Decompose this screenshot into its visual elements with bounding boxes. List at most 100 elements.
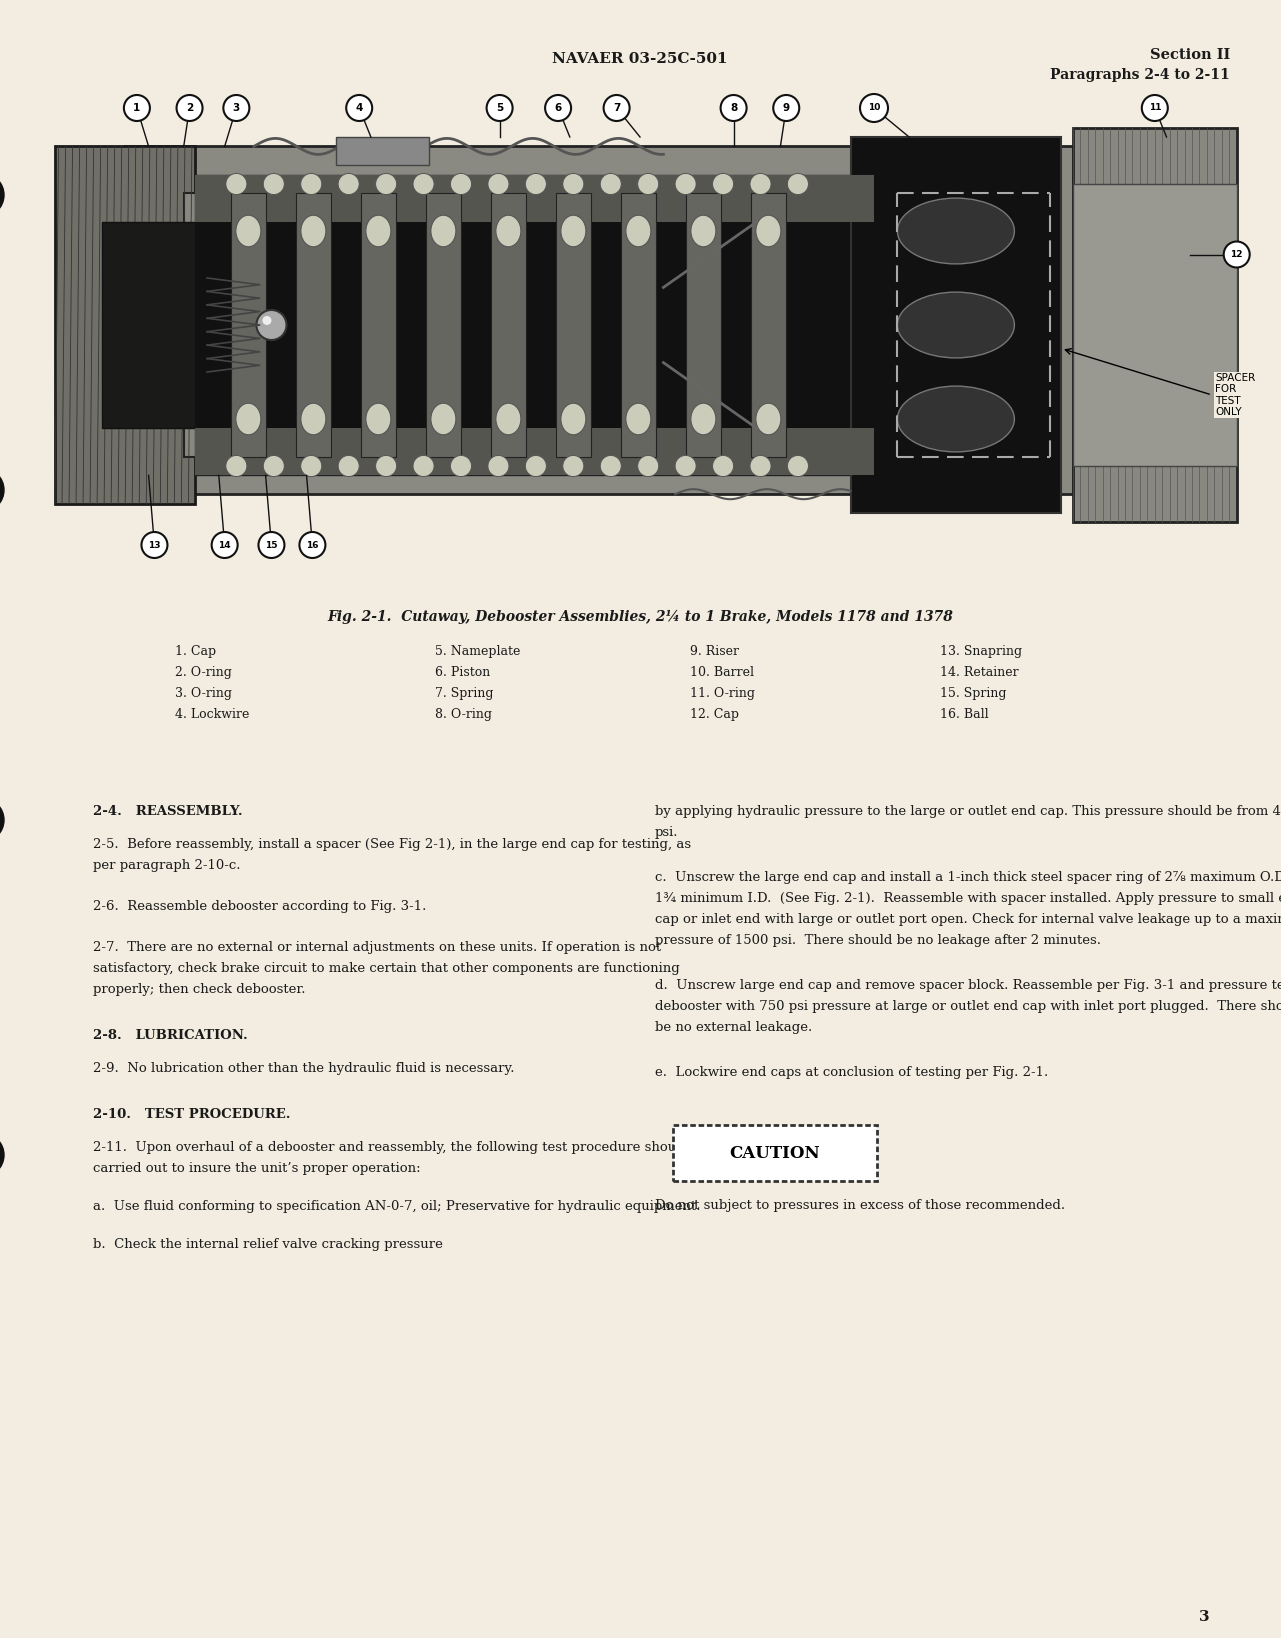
Ellipse shape [898,387,1015,452]
Ellipse shape [690,403,716,434]
Text: CAUTION: CAUTION [730,1145,820,1161]
Bar [425,193,461,457]
FancyBboxPatch shape [126,146,1073,495]
Text: 1: 1 [133,103,141,113]
Text: e.  Lockwire end caps at conclusion of testing per Fig. 2-1.: e. Lockwire end caps at conclusion of te… [655,1066,1048,1079]
Bar [620,193,656,457]
Text: per paragraph 2-10-c.: per paragraph 2-10-c. [94,858,241,871]
Circle shape [346,95,373,121]
Ellipse shape [488,174,509,195]
Text: d.  Unscrew large end cap and remove spacer block. Reassemble per Fig. 3-1 and p: d. Unscrew large end cap and remove spac… [655,980,1281,993]
Circle shape [0,468,4,513]
Text: 11: 11 [1149,103,1161,113]
Bar [55,90,1225,560]
Circle shape [211,532,238,559]
Text: 9: 9 [783,103,790,113]
FancyBboxPatch shape [101,221,196,429]
Text: psi.: psi. [655,826,679,839]
Bar [336,138,429,165]
Text: 5. Nameplate: 5. Nameplate [436,645,520,658]
Ellipse shape [264,174,284,195]
Ellipse shape [301,174,322,195]
Ellipse shape [301,455,322,477]
Ellipse shape [338,174,359,195]
Text: 8. O-ring: 8. O-ring [436,708,492,721]
Text: 13: 13 [149,541,160,549]
Text: 2: 2 [186,103,193,113]
Ellipse shape [788,455,808,477]
Text: 1. Cap: 1. Cap [175,645,216,658]
Text: carried out to insure the unit’s proper operation:: carried out to insure the unit’s proper … [94,1161,420,1174]
Circle shape [259,532,284,559]
Text: 2-5.  Before reassembly, install a spacer (See Fig 2-1), in the large end cap fo: 2-5. Before reassembly, install a spacer… [94,839,692,852]
Text: 1¾ minimum I.D.  (See Fig. 2-1).  Reassemble with spacer installed. Apply pressu: 1¾ minimum I.D. (See Fig. 2-1). Reassemb… [655,893,1281,906]
Ellipse shape [690,215,716,247]
Text: 12. Cap: 12. Cap [690,708,739,721]
Bar [556,193,592,457]
Circle shape [141,532,168,559]
Text: 11. O-ring: 11. O-ring [690,686,755,699]
Bar [360,193,396,457]
Text: cap or inlet end with large or outlet port open. Check for internal valve leakag: cap or inlet end with large or outlet po… [655,912,1281,925]
Text: 8: 8 [730,103,738,113]
Ellipse shape [675,174,696,195]
FancyBboxPatch shape [1073,183,1236,465]
Ellipse shape [236,403,261,434]
Ellipse shape [525,174,547,195]
Ellipse shape [601,455,621,477]
Text: 2-10.   TEST PROCEDURE.: 2-10. TEST PROCEDURE. [94,1107,291,1120]
Ellipse shape [338,455,359,477]
Text: c.  Unscrew the large end cap and install a 1-inch thick steel spacer ring of 2⅞: c. Unscrew the large end cap and install… [655,871,1281,885]
Ellipse shape [301,215,325,247]
Text: NAVAER 03-25C-501: NAVAER 03-25C-501 [552,52,728,66]
Ellipse shape [451,174,471,195]
Text: Do not subject to pressures in excess of those recommended.: Do not subject to pressures in excess of… [655,1199,1065,1212]
Ellipse shape [675,455,696,477]
Ellipse shape [562,174,584,195]
Text: 3: 3 [1199,1610,1211,1623]
Ellipse shape [375,174,397,195]
Text: 16. Ball: 16. Ball [940,708,989,721]
Text: debooster with 750 psi pressure at large or outlet end cap with inlet port plugg: debooster with 750 psi pressure at large… [655,1001,1281,1012]
FancyBboxPatch shape [196,175,874,475]
Circle shape [0,174,4,216]
Circle shape [0,1133,4,1178]
Ellipse shape [712,174,734,195]
FancyBboxPatch shape [196,429,874,475]
Ellipse shape [412,455,434,477]
Ellipse shape [366,215,391,247]
Ellipse shape [756,403,781,434]
Text: be no external leakage.: be no external leakage. [655,1020,812,1034]
FancyBboxPatch shape [55,146,196,503]
Text: 14. Retainer: 14. Retainer [940,667,1018,680]
Ellipse shape [525,455,547,477]
Ellipse shape [562,455,584,477]
Text: 7: 7 [612,103,620,113]
Ellipse shape [488,455,509,477]
Text: 2-11.  Upon overhaul of a debooster and reassembly, the following test procedure: 2-11. Upon overhaul of a debooster and r… [94,1142,710,1155]
Text: b.  Check the internal relief valve cracking pressure: b. Check the internal relief valve crack… [94,1238,443,1251]
Ellipse shape [756,215,781,247]
Text: 14: 14 [218,541,231,549]
Text: 4. Lockwire: 4. Lockwire [175,708,250,721]
Ellipse shape [412,174,434,195]
Circle shape [487,95,512,121]
Ellipse shape [366,403,391,434]
Text: Fig. 2-1.  Cutaway, Debooster Assemblies, 2¼ to 1 Brake, Models 1178 and 1378: Fig. 2-1. Cutaway, Debooster Assemblies,… [327,609,953,624]
Ellipse shape [430,215,456,247]
Text: 7. Spring: 7. Spring [436,686,493,699]
Text: 2-4.   REASSEMBLY.: 2-4. REASSEMBLY. [94,804,242,817]
Ellipse shape [898,198,1015,264]
Text: 10: 10 [867,103,880,113]
Circle shape [177,95,202,121]
Circle shape [1223,241,1250,267]
Ellipse shape [638,174,658,195]
Ellipse shape [430,403,456,434]
Text: properly; then check debooster.: properly; then check debooster. [94,983,305,996]
Circle shape [721,95,747,121]
Text: satisfactory, check brake circuit to make certain that other components are func: satisfactory, check brake circuit to mak… [94,962,680,975]
Ellipse shape [626,403,651,434]
Text: by applying hydraulic pressure to the large or outlet end cap. This pressure sho: by applying hydraulic pressure to the la… [655,804,1281,817]
Ellipse shape [561,215,585,247]
Bar [296,193,332,457]
